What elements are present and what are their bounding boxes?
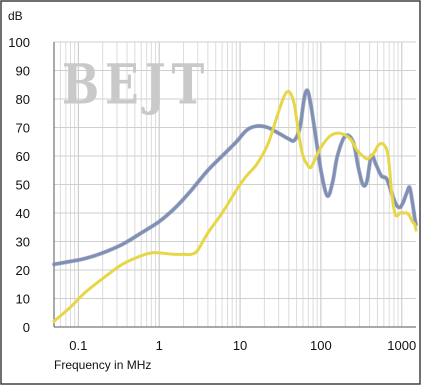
x-tick-label: 10 (233, 338, 247, 353)
y-tick-label: 20 (16, 263, 30, 278)
y-tick-label: 40 (16, 206, 30, 221)
y-tick-label: 100 (8, 35, 30, 50)
series-yellow-line (52, 89, 418, 323)
x-axis-label: Frequency in MHz (54, 358, 151, 372)
y-tick-label: 60 (16, 149, 30, 164)
y-tick-label: 80 (16, 92, 30, 107)
x-tick-label: 1 (156, 338, 163, 353)
y-tick-label: 50 (16, 178, 30, 193)
x-tick-label: 0.1 (69, 338, 87, 353)
y-tick-label: 70 (16, 121, 30, 136)
series-blue-line (52, 88, 418, 266)
y-axis-label: dB (8, 9, 23, 23)
watermark-logo: BEJT (62, 52, 210, 117)
x-tick-label: 1000 (387, 338, 416, 353)
y-tick-label: 90 (16, 64, 30, 79)
x-tick-label: 100 (310, 338, 332, 353)
y-tick-label: 0 (23, 320, 30, 335)
y-tick-label: 10 (16, 292, 30, 307)
y-tick-label: 30 (16, 235, 30, 250)
